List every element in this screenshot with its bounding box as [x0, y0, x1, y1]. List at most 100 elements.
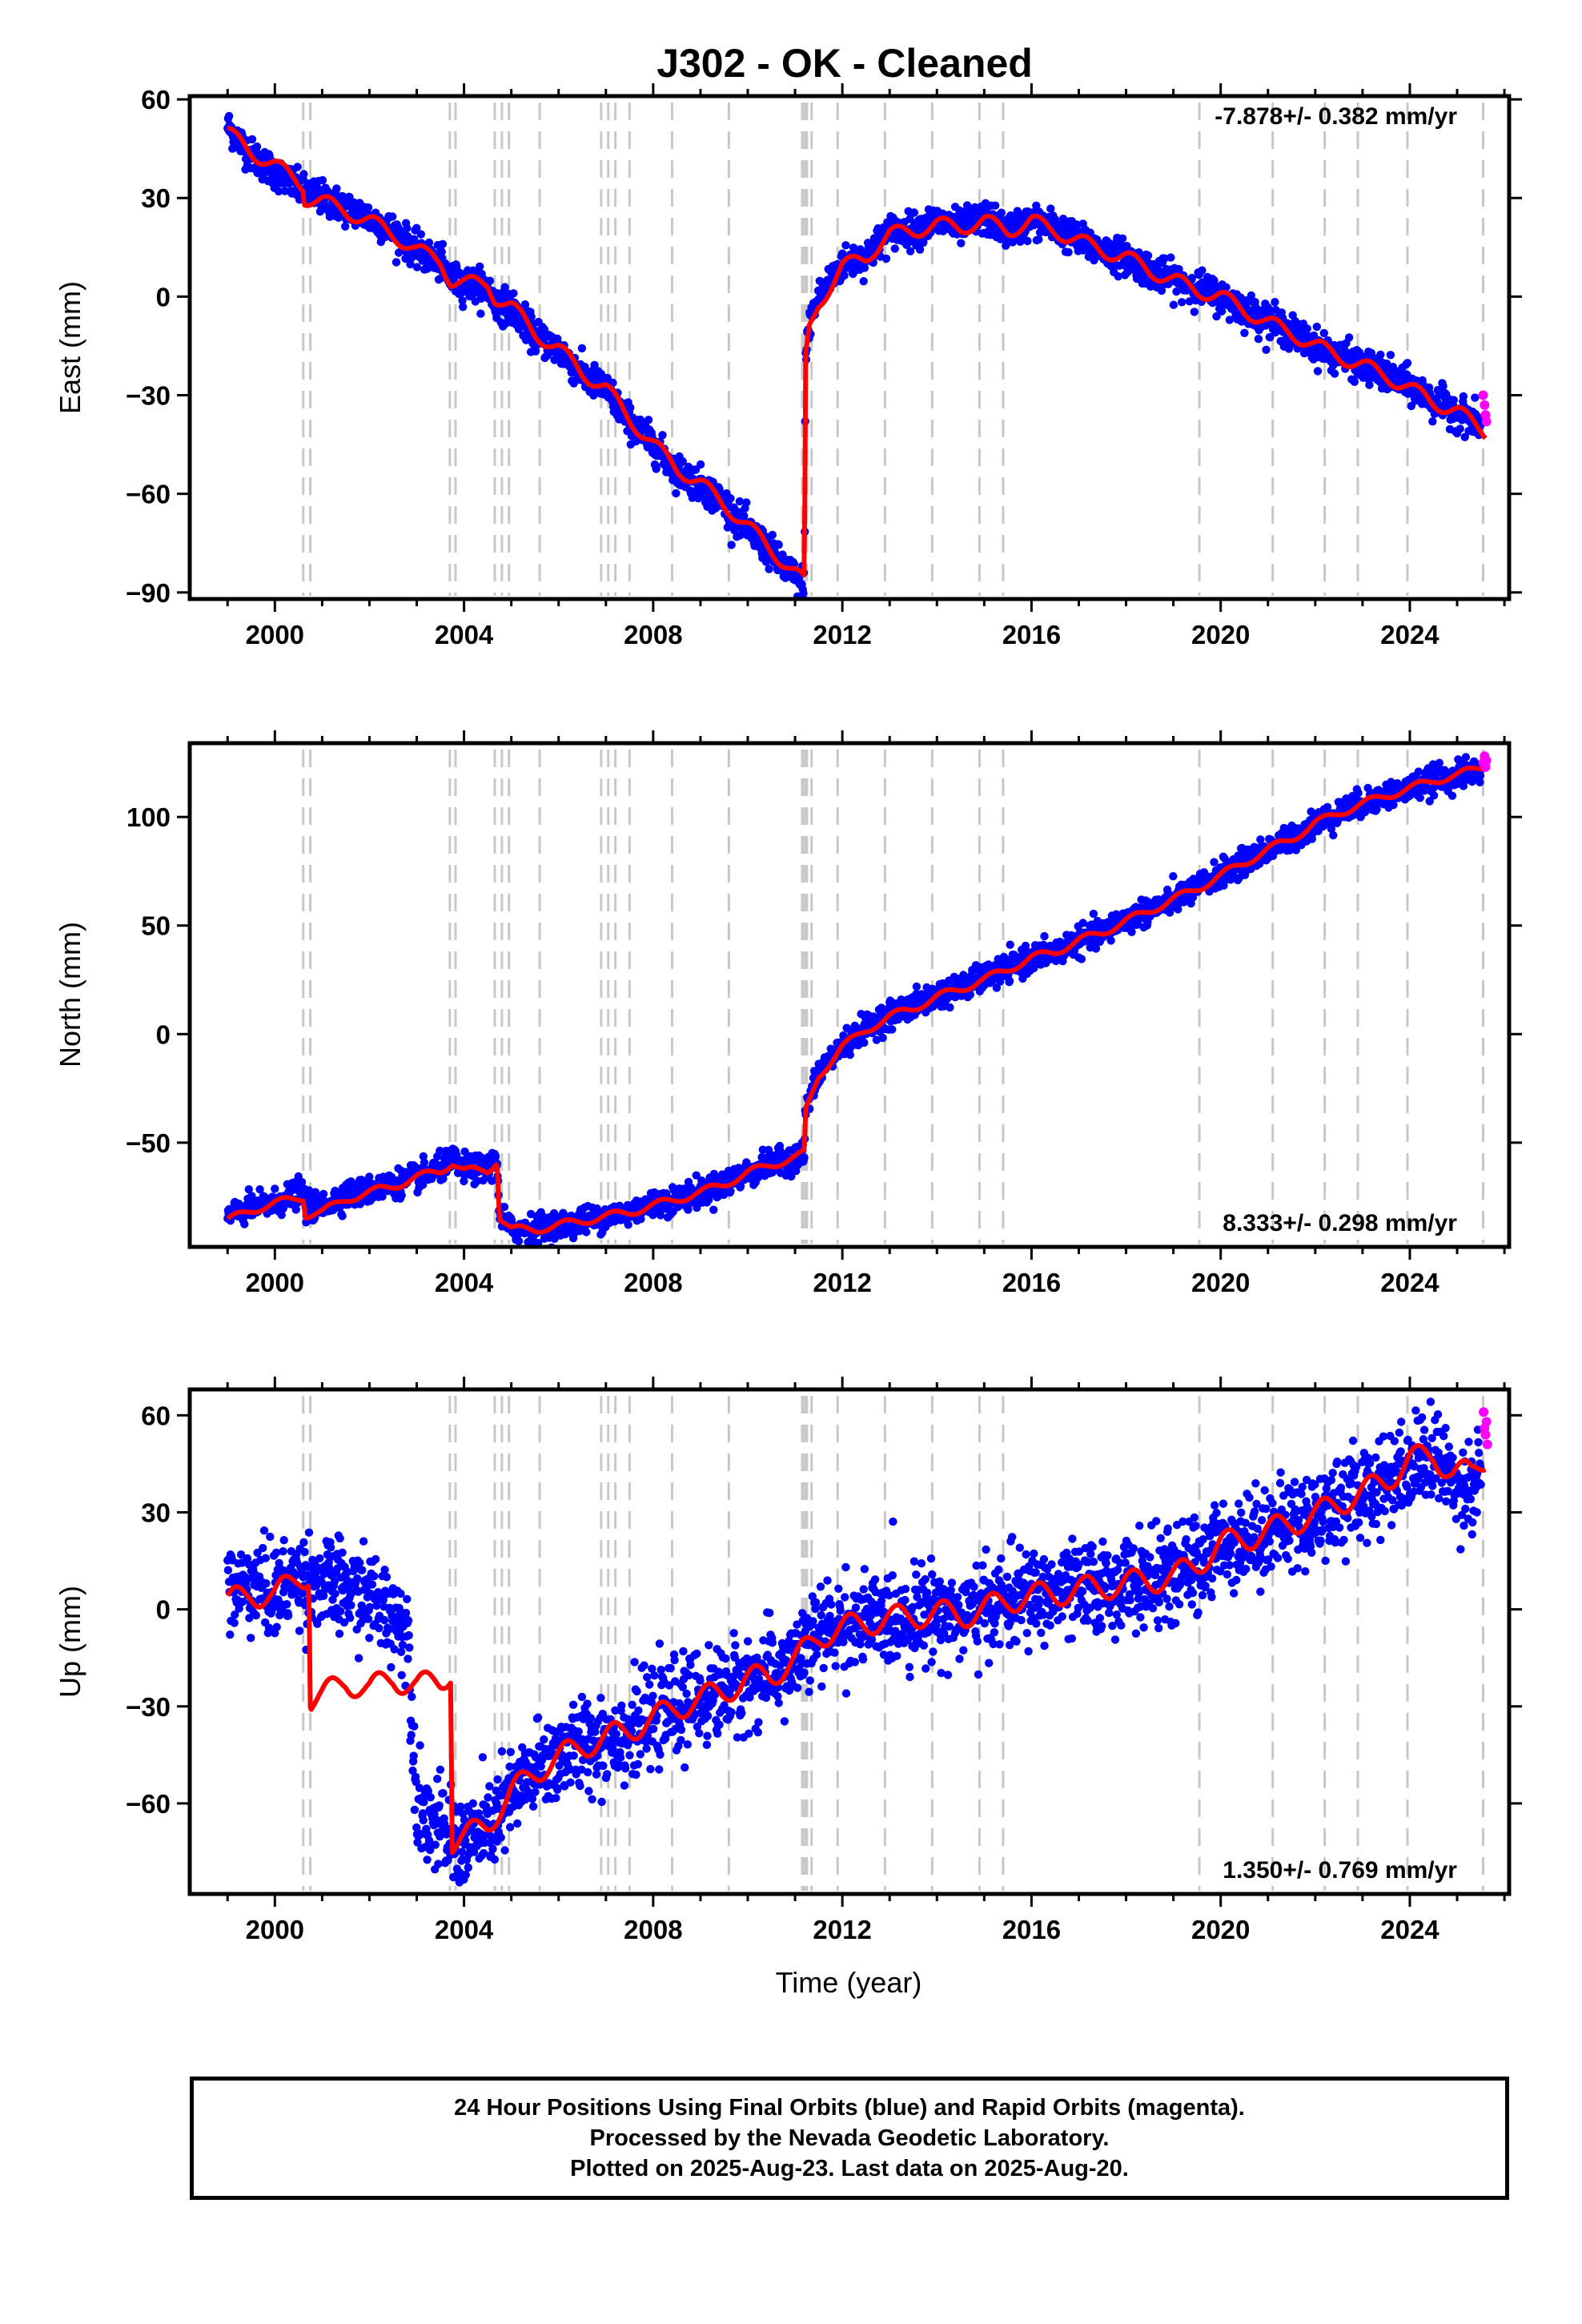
plot-frame	[187, 94, 1512, 601]
final-orbit-point	[1210, 276, 1219, 285]
final-orbit-point	[378, 1192, 387, 1201]
final-orbit-point	[338, 1212, 347, 1220]
final-orbit-point	[255, 1185, 264, 1194]
final-orbit-point	[1132, 274, 1142, 283]
final-orbit-point	[860, 263, 869, 272]
final-orbit-point	[1089, 909, 1098, 919]
final-orbit-point	[244, 1185, 253, 1194]
final-orbit-point	[247, 135, 257, 144]
final-orbit-point	[416, 230, 425, 239]
final-orbit-point	[626, 403, 635, 412]
final-orbit-point	[514, 1236, 524, 1246]
rapid-orbit-point	[1478, 390, 1488, 400]
final-orbit-point	[990, 201, 1000, 210]
final-orbit-point	[460, 1147, 469, 1156]
rate-label: -7.878+/- 0.382 mm/yr	[1215, 103, 1457, 130]
chart-title: J302 - OK - Cleaned	[656, 41, 1033, 86]
final-orbit-point	[841, 241, 850, 250]
north-panel: 2000 2004 2008 2012 2016 2020 2024100500−50Nor…	[54, 730, 1522, 1297]
final-orbit-point	[672, 489, 681, 498]
final-orbit-point	[709, 1205, 718, 1214]
final-orbit-point	[1106, 936, 1115, 945]
final-orbit-point	[765, 565, 773, 573]
final-orbit-point	[1008, 238, 1018, 247]
final-orbit-point	[533, 1238, 543, 1247]
final-orbit-point	[1266, 333, 1275, 342]
final-orbit-point	[800, 1153, 809, 1162]
final-orbit-point	[693, 1203, 701, 1212]
final-orbit-point	[1169, 872, 1178, 881]
final-orbit-point	[318, 175, 327, 185]
final-orbit-point	[1471, 393, 1480, 402]
final-orbit-point	[488, 1176, 496, 1185]
final-orbit-point	[439, 1174, 448, 1184]
final-orbit-point	[1046, 204, 1055, 213]
rapid-orbit-point	[1480, 400, 1490, 410]
final-orbit-point	[624, 1220, 632, 1229]
final-orbit-point	[1185, 297, 1195, 306]
final-orbit-point	[1376, 350, 1385, 360]
final-orbit-point	[319, 1189, 328, 1199]
final-orbit-point	[363, 203, 373, 212]
final-orbit-point	[460, 1176, 468, 1186]
final-orbit-point	[845, 1051, 855, 1059]
final-orbit-point	[291, 1205, 300, 1214]
model-fit-line	[226, 126, 1488, 577]
final-orbit-point	[438, 239, 448, 248]
final-orbit-point	[577, 344, 587, 353]
final-orbit-point	[652, 464, 661, 473]
final-orbit-point	[527, 312, 536, 321]
final-orbit-point	[603, 373, 612, 383]
final-orbit-point	[1456, 424, 1464, 433]
final-orbit-point	[277, 1211, 286, 1220]
final-orbit-point	[1303, 324, 1311, 333]
final-orbit-point	[1449, 396, 1459, 404]
x-tick-label: 2020	[1191, 620, 1250, 649]
final-orbit-point	[658, 431, 667, 440]
final-orbit-point	[1254, 335, 1263, 344]
final-orbit-point	[293, 163, 302, 171]
x-tick-label: 2000	[246, 620, 304, 649]
final-orbit-point	[692, 1171, 701, 1180]
final-orbit-point	[1212, 312, 1221, 321]
final-orbit-point	[419, 1180, 428, 1189]
final-orbit-point	[742, 498, 751, 507]
final-orbit-point	[1344, 333, 1354, 342]
final-orbit-point	[905, 247, 915, 255]
final-orbit-point	[332, 184, 341, 193]
plot-area	[223, 111, 1492, 599]
final-orbit-point	[696, 460, 705, 469]
final-orbit-point	[526, 1209, 536, 1219]
final-orbit-point	[990, 222, 998, 231]
final-orbit-point	[915, 245, 925, 254]
final-orbit-point	[1262, 345, 1271, 354]
final-orbit-point	[271, 1184, 279, 1193]
final-orbit-point	[540, 325, 549, 334]
final-orbit-point	[636, 1215, 645, 1224]
x-tick-label: 2012	[813, 620, 871, 649]
final-orbit-point	[1240, 328, 1249, 337]
final-orbit-point	[420, 1158, 429, 1168]
final-orbit-point	[1386, 351, 1395, 360]
final-orbit-point	[860, 1038, 869, 1047]
plot-area	[223, 751, 1492, 1247]
y-tick-label: −30	[126, 381, 171, 411]
final-orbit-point	[799, 589, 808, 597]
final-orbit-point	[424, 238, 434, 247]
final-orbit-point	[719, 1190, 729, 1200]
final-orbit-point	[397, 1191, 406, 1200]
final-orbit-point	[656, 1211, 665, 1220]
final-orbit-point	[1086, 228, 1094, 237]
y-tick-label: −60	[126, 480, 171, 509]
final-orbit-point	[881, 254, 891, 263]
final-orbit-point	[957, 239, 966, 247]
final-orbit-point	[436, 1146, 444, 1156]
final-orbit-point	[406, 259, 415, 269]
final-orbit-point	[1460, 432, 1469, 441]
final-orbit-point	[459, 303, 468, 312]
final-orbit-point	[1172, 287, 1181, 296]
final-orbit-point	[1222, 283, 1231, 292]
final-orbit-point	[678, 457, 687, 466]
final-orbit-point	[224, 111, 234, 121]
